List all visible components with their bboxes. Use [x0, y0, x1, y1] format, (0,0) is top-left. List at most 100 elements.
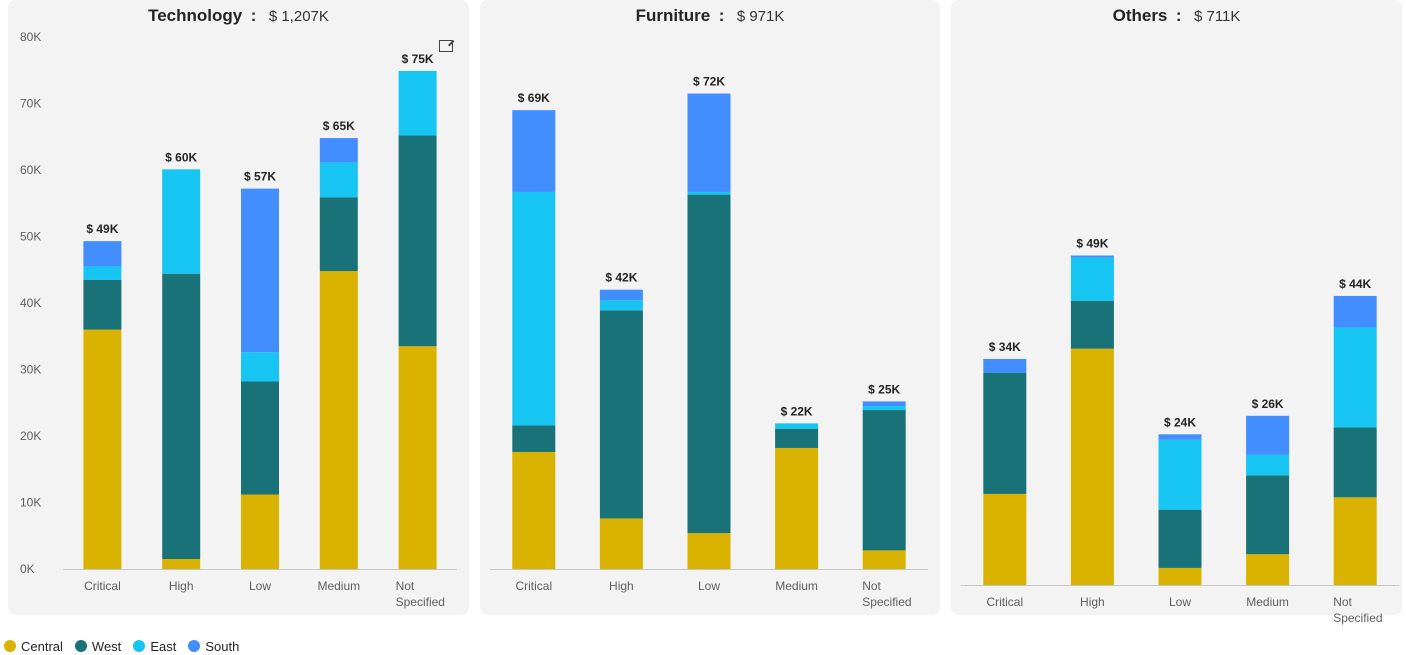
bar-segment-central[interactable]: [241, 494, 279, 569]
bar-segment-south[interactable]: [512, 110, 556, 192]
panel-title-total: $ 971K: [736, 8, 785, 25]
bar-segment-east[interactable]: [775, 423, 819, 429]
bar-segment-south[interactable]: [599, 289, 643, 301]
bar-segment-west[interactable]: [162, 273, 201, 560]
bar-segment-east[interactable]: [599, 300, 643, 311]
bar-segment-central[interactable]: [162, 559, 201, 569]
y-tick-label: 30K: [20, 363, 41, 377]
bar-segment-south[interactable]: [319, 138, 358, 163]
bar-segment-east[interactable]: [1158, 439, 1202, 510]
bar-total-label: $ 57K: [244, 170, 276, 184]
panel-title-name: Furniture: [635, 6, 711, 25]
others-chart-svg[interactable]: $ 34K Critical $ 49K High $ 24K Low $ 26K Mediu…: [951, 0, 1402, 625]
bar-segment-south[interactable]: [1333, 295, 1377, 328]
technology-chart-svg[interactable]: 0K 10K 20K 30K 40K 50K 60K 70K 80K $ 49K Critical $…: [8, 0, 469, 615]
bar-segment-east[interactable]: [83, 266, 122, 280]
bar-segment-east[interactable]: [1333, 327, 1377, 428]
bar-total-label: $ 60K: [165, 150, 197, 164]
x-tick-label: Specified: [862, 595, 911, 609]
bar-total-label: $ 44K: [1339, 277, 1371, 291]
bar-segment-central[interactable]: [1070, 348, 1114, 585]
bar-segment-central[interactable]: [1333, 497, 1377, 585]
bar-segment-south[interactable]: [983, 358, 1027, 373]
x-tick-label: Medium: [775, 579, 818, 593]
x-tick-label: High: [1080, 595, 1105, 609]
bar-segment-east[interactable]: [512, 191, 556, 426]
bar-segment-west[interactable]: [398, 135, 437, 347]
bar-segment-west[interactable]: [687, 194, 731, 534]
bar-segment-west[interactable]: [1333, 427, 1377, 498]
bar-total-label: $ 72K: [693, 75, 725, 89]
bar-segment-west[interactable]: [241, 381, 279, 495]
bar-segment-east[interactable]: [398, 70, 437, 136]
bar-segment-west[interactable]: [1070, 300, 1114, 349]
bar-segment-east[interactable]: [862, 406, 906, 411]
panel-title-total: $ 711K: [1193, 8, 1241, 25]
bar-segment-central[interactable]: [398, 346, 437, 569]
bar-segment-south[interactable]: [687, 93, 731, 192]
bar-segment-east[interactable]: [162, 169, 201, 274]
bar-segment-west[interactable]: [983, 372, 1027, 494]
bar-segment-west[interactable]: [319, 197, 358, 272]
bar-total-label: $ 65K: [323, 119, 355, 133]
bar-segment-south[interactable]: [241, 188, 279, 353]
legend-item-east[interactable]: East: [133, 639, 176, 654]
chart-panel-technology: Technology : $ 1,207K 0K 10K 20K 30K 40K 50K 6…: [8, 0, 469, 615]
x-tick-label: Low: [1169, 595, 1191, 609]
x-tick-label: Not: [1333, 595, 1352, 609]
y-tick-label: 40K: [20, 296, 41, 310]
legend-swatch-south: [188, 640, 201, 652]
bar-segment-central[interactable]: [862, 550, 906, 569]
panel-title-separator: :: [1175, 6, 1182, 25]
bar-segment-central[interactable]: [512, 451, 556, 569]
y-tick-label: 0K: [20, 562, 35, 576]
x-tick-label: Specified: [396, 595, 445, 609]
bar-segment-central[interactable]: [83, 329, 122, 569]
bar-segment-south[interactable]: [83, 241, 122, 267]
bar-segment-east[interactable]: [1070, 257, 1114, 301]
bar-segment-central[interactable]: [599, 518, 643, 569]
bar-segment-west[interactable]: [1158, 509, 1202, 568]
panel-title-name: Others: [1112, 6, 1168, 25]
bar-total-label: $ 26K: [1252, 397, 1284, 411]
x-tick-label: Critical: [986, 595, 1023, 609]
bar-segment-central[interactable]: [319, 271, 358, 569]
bar-segment-west[interactable]: [1246, 475, 1290, 555]
legend-label: Central: [21, 638, 63, 654]
x-tick-label: Not: [862, 579, 881, 593]
bar-segment-east[interactable]: [319, 162, 358, 198]
bar-segment-central[interactable]: [1246, 554, 1290, 585]
bar-segment-south[interactable]: [1246, 415, 1290, 455]
bar-segment-west[interactable]: [512, 425, 556, 452]
bar-segment-east[interactable]: [1246, 454, 1290, 476]
panel-title-total: $ 1,207K: [268, 8, 329, 25]
y-tick-label: 70K: [20, 97, 41, 111]
bar-segment-south[interactable]: [1070, 255, 1114, 258]
bar-segment-central[interactable]: [775, 447, 819, 569]
x-tick-label: Critical: [84, 579, 121, 593]
bar-segment-west[interactable]: [862, 410, 906, 551]
bar-segment-south[interactable]: [862, 401, 906, 407]
bar-segment-central[interactable]: [687, 533, 731, 569]
bar-segment-central[interactable]: [983, 493, 1027, 585]
legend-item-south[interactable]: South: [188, 639, 239, 654]
bar-segment-west[interactable]: [599, 310, 643, 519]
legend: Central West East South: [4, 637, 239, 655]
bar-segment-west[interactable]: [775, 428, 819, 448]
panel-title: Others : $ 711K: [951, 6, 1402, 26]
bar-segment-east[interactable]: [241, 352, 279, 382]
legend-item-west[interactable]: West: [74, 639, 121, 654]
x-tick-label: High: [609, 579, 634, 593]
legend-item-central[interactable]: Central: [4, 639, 63, 654]
y-tick-label: 80K: [20, 30, 41, 44]
bar-segment-east[interactable]: [687, 191, 731, 195]
y-tick-label: 10K: [20, 496, 41, 510]
furniture-chart-svg[interactable]: $ 69K Critical $ 42K High $ 72K Low $ 22K Mediu…: [480, 0, 940, 615]
x-tick-label: Specified: [1333, 611, 1382, 625]
bar-segment-south[interactable]: [1158, 434, 1202, 440]
panel-title: Furniture : $ 971K: [480, 6, 940, 26]
bar-segment-west[interactable]: [83, 279, 122, 330]
bar-segment-central[interactable]: [1158, 567, 1202, 585]
focus-mode-icon[interactable]: [439, 40, 453, 52]
x-tick-label: Medium: [317, 579, 360, 593]
